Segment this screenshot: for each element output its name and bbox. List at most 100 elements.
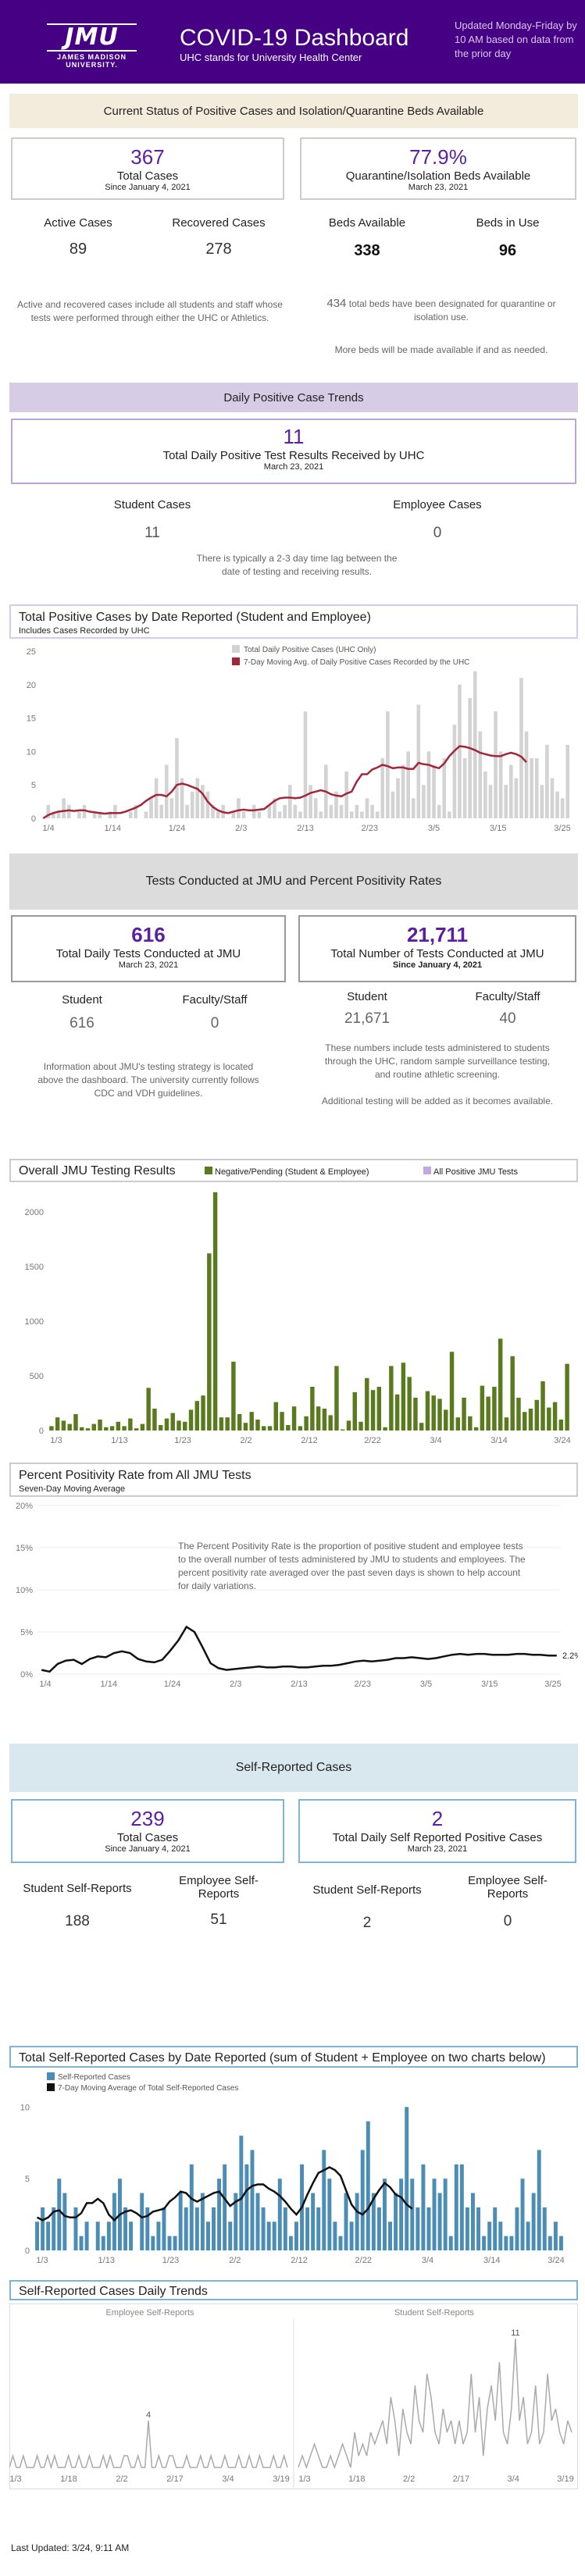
case-bar	[277, 811, 282, 818]
x-tick-label: 3/14	[490, 1436, 507, 1445]
self-report-bar	[272, 2221, 276, 2250]
x-tick-label: 2/12	[291, 2256, 307, 2265]
case-bar	[406, 751, 410, 818]
case-bar	[149, 798, 153, 818]
case-bar	[298, 811, 302, 818]
test-bar	[370, 1390, 376, 1431]
case-bar	[334, 791, 338, 818]
self-report-bar	[178, 2193, 183, 2250]
self-band: Self-Reported Cases	[9, 1744, 578, 1792]
self-daily-date: March 23, 2021	[407, 1844, 468, 1854]
employee-cases-value: 0	[433, 525, 442, 541]
case-bar	[257, 811, 262, 818]
self-report-bar	[360, 2150, 365, 2250]
test-bar	[504, 1417, 509, 1431]
quarantine-label: Quarantine/Isolation Beds Available	[345, 169, 531, 183]
self-trends-chart[interactable]: 4 1/3 1/18 2/2 2/17 3/4 3/19 11 1/3 1/18 2/2 2/17 3/…	[9, 2319, 578, 2488]
x-tick-label: 3/5	[428, 824, 440, 833]
test-bar	[389, 1366, 394, 1431]
self-report-bar	[410, 2179, 415, 2250]
self-report-bar	[106, 2221, 111, 2250]
self-report-bar	[399, 2179, 404, 2250]
case-bar	[498, 751, 503, 818]
self-report-bar	[212, 2207, 216, 2250]
y-tick-label: 0	[39, 1427, 44, 1436]
case-bar	[159, 804, 163, 818]
y-tick-label: 5	[31, 781, 36, 790]
case-bar	[401, 764, 405, 818]
test-bar	[334, 1366, 339, 1431]
test-bar	[158, 1425, 163, 1431]
self-report-bar	[41, 2207, 45, 2250]
y-tick-label: 10%	[16, 1586, 33, 1595]
self-report-bar	[526, 2221, 530, 2250]
test-bar	[407, 1377, 412, 1431]
student-line	[298, 2338, 573, 2470]
self-report-bar	[189, 2164, 194, 2250]
active-cases-value: 89	[69, 240, 87, 258]
x-tick-label: 3/15	[490, 824, 506, 833]
peak-label: 11	[511, 2328, 519, 2338]
y-tick-label: 5%	[20, 1628, 33, 1637]
case-bar	[205, 791, 210, 818]
test-bar	[540, 1381, 545, 1431]
self-report-bar	[255, 2193, 260, 2250]
self-report-bar	[394, 2193, 398, 2250]
self-avg-line	[36, 2166, 413, 2222]
self-report-bar	[493, 2207, 498, 2250]
x-tick-label: 1/23	[162, 2256, 179, 2265]
testing-results-chart[interactable]: 0 500 1000 1500 2000 1/3 1/13 1/23 2/2 2/12 2/22 3/…	[9, 1184, 578, 1446]
x-tick-label: 3/4	[222, 2474, 234, 2484]
case-bar	[514, 778, 519, 818]
quarantine-value: 77.9%	[409, 145, 467, 169]
chart1-title: Total Positive Cases by Date Reported (S…	[19, 611, 371, 624]
case-bar	[488, 785, 493, 818]
self-daily-value: 2	[431, 1807, 444, 1830]
x-tick-label: 3/25	[544, 1680, 561, 1689]
case-bar	[545, 744, 549, 818]
case-bar	[530, 757, 533, 818]
self-report-bar	[244, 2164, 249, 2250]
self-student-daily: 2	[362, 1915, 372, 1931]
self-report-bar	[355, 2193, 359, 2250]
y-tick-label: 0%	[20, 1670, 33, 1680]
beds-in-use-value: 96	[498, 242, 517, 259]
case-bar	[550, 778, 555, 818]
self-report-bar	[277, 2179, 282, 2250]
x-tick-label: 3/14	[483, 2256, 500, 2265]
legend-blue-swatch	[47, 2072, 55, 2080]
self-reported-chart[interactable]: 0 5 10 1/3 1/13 1/23 2/2 2/12 2/22 3/4 3/14 3/24 Sel…	[9, 2069, 578, 2274]
chart5-left-title: Employee Self-Reports	[105, 2308, 194, 2318]
y-tick-label: 5	[25, 2175, 30, 2184]
test-bar	[376, 1387, 382, 1431]
self-student-total: 188	[65, 1913, 90, 1929]
self-report-bar	[294, 2221, 298, 2250]
y-tick-label: 20%	[16, 1502, 33, 1511]
self-report-bar	[140, 2193, 144, 2250]
self-report-bar	[487, 2221, 492, 2250]
chart2-legend-b: All Positive JMU Tests	[423, 1167, 518, 1177]
total-cases-label: Total Cases	[116, 169, 179, 183]
self-report-bar	[79, 2236, 84, 2250]
jmu-logo[interactable]: JMU JAMES MADISON UNIVERSITY.	[47, 23, 137, 69]
case-bar	[386, 711, 390, 818]
x-tick-label: 3/4	[508, 2474, 519, 2484]
positive-cases-chart[interactable]: 0 5 10 15 20 25 1/4 1/14 1/24 2/3 2/13 2/23 3/5 3/15 3…	[9, 642, 578, 851]
self-employee-total: 51	[210, 1912, 227, 1928]
test-bar	[134, 1428, 139, 1431]
self-report-bar	[194, 2207, 199, 2250]
total-tests-since: Since January 4, 2021	[392, 960, 483, 970]
self-report-bar	[327, 2179, 332, 2250]
case-bar	[534, 757, 539, 818]
beds-in-use-label: Beds in Use	[476, 216, 540, 230]
case-bar	[82, 804, 87, 818]
positivity-rate-chart[interactable]: 0% 5% 10% 15% 20% 1/4 1/14 1/24 2/3 2/13 2/23 3/5 3/…	[9, 1499, 578, 1702]
test-bar	[231, 1361, 236, 1431]
case-bar	[375, 811, 380, 818]
test-bar	[255, 1420, 260, 1431]
chart5-title-box: Self-Reported Cases Daily Trends	[9, 2280, 578, 2300]
case-bar	[519, 678, 523, 818]
case-bar	[339, 804, 344, 818]
self-report-bar	[112, 2193, 116, 2250]
x-tick-label: 2/2	[116, 2474, 127, 2484]
